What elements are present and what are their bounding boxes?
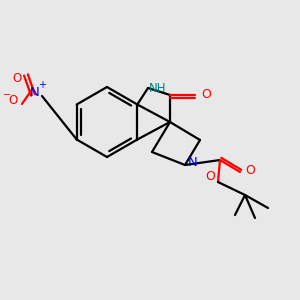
Text: +: + — [38, 80, 46, 90]
Text: NH: NH — [149, 82, 167, 95]
Text: O: O — [8, 94, 18, 107]
Text: N: N — [30, 85, 40, 98]
Text: O: O — [12, 71, 22, 85]
Text: N: N — [188, 155, 198, 169]
Text: O: O — [201, 88, 211, 101]
Text: −: − — [3, 90, 11, 100]
Text: O: O — [245, 164, 255, 178]
Text: O: O — [205, 170, 215, 184]
